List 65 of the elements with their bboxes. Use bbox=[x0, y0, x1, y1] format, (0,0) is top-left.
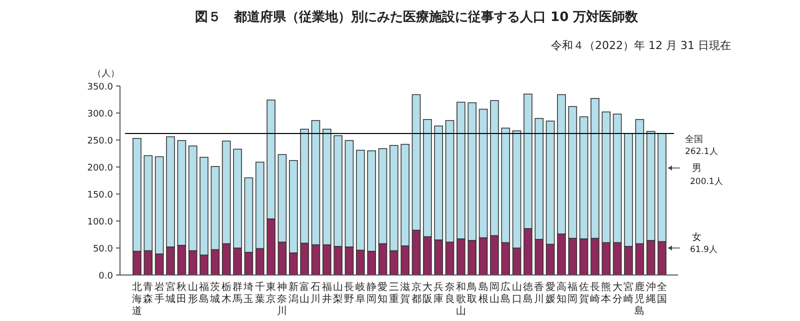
y-tick-label: 350.0 bbox=[87, 82, 114, 92]
y-tick-label: 0.0 bbox=[98, 272, 114, 282]
text: 200.1人 bbox=[690, 176, 724, 187]
x-tick-label: 埼玉 bbox=[242, 281, 254, 305]
x-tick-label: 滋賀 bbox=[400, 281, 410, 305]
text: 262.1人 bbox=[685, 146, 718, 157]
x-tick-label: 石川 bbox=[310, 282, 321, 305]
y-tick-label: 150.0 bbox=[87, 190, 114, 200]
x-tick-label: 岡山 bbox=[489, 282, 500, 305]
x-tick-label: 徳島 bbox=[522, 282, 533, 305]
y-tick-label: 300.0 bbox=[87, 110, 114, 120]
x-tick-label: 兵庫 bbox=[434, 281, 444, 305]
x-tick-label: 茨城 bbox=[209, 281, 220, 305]
x-tick-label: 奈良 bbox=[444, 282, 455, 305]
x-tick-label: 山梨 bbox=[333, 281, 344, 305]
y-tick-label: 250.0 bbox=[87, 136, 114, 146]
ref-line-label: 全国 bbox=[685, 134, 703, 145]
x-tick-label: 熊本 bbox=[601, 281, 612, 305]
x-tick-label: 三重 bbox=[388, 282, 399, 305]
y-tick-label: 100.0 bbox=[87, 218, 114, 228]
x-tick-label: 富山 bbox=[300, 281, 310, 305]
x-tick-label: 沖縄 bbox=[644, 281, 656, 305]
x-tick-label: 群馬 bbox=[232, 281, 243, 305]
x-tick-label: 大分 bbox=[612, 281, 622, 305]
x-tick-label: 北海道 bbox=[132, 281, 142, 317]
x-tick-label: 広島 bbox=[500, 281, 511, 305]
x-tick-label: 宮城 bbox=[164, 281, 176, 305]
text: 男 bbox=[692, 163, 702, 174]
y-axis-title: （人） bbox=[92, 68, 120, 79]
x-tick-label: 岩手 bbox=[154, 281, 164, 305]
x-tick-label: 栃木 bbox=[221, 281, 232, 305]
y-tick-label: 200.0 bbox=[87, 164, 114, 174]
x-tick-label: 京都 bbox=[411, 281, 422, 305]
x-tick-label: 長野 bbox=[344, 282, 354, 305]
x-tick-label: 静岡 bbox=[366, 281, 377, 305]
x-tick-label: 和歌山 bbox=[456, 281, 466, 317]
x-tick-label: 東京 bbox=[266, 281, 276, 305]
x-tick-label: 鹿児島 bbox=[634, 281, 645, 317]
x-tick-label: 高知 bbox=[556, 281, 566, 305]
x-tick-label: 愛媛 bbox=[545, 281, 556, 305]
x-tick-label: 島根 bbox=[478, 281, 488, 305]
x-tick-label: 鳥取 bbox=[466, 281, 478, 305]
x-tick-label: 佐賀 bbox=[578, 282, 589, 305]
chart-title: 図５ 都道府県（従業地）別にみた医療施設に従事する人口 10 万対医師数 bbox=[195, 9, 640, 25]
x-tick-label: 新潟 bbox=[288, 281, 298, 305]
y-tick-label: 50.0 bbox=[92, 244, 114, 254]
x-tick-label: 全国 bbox=[657, 281, 667, 305]
x-tick-label: 大阪 bbox=[422, 281, 432, 305]
x-tick-label: 秋田 bbox=[176, 281, 187, 305]
x-tick-label: 千葉 bbox=[254, 281, 265, 305]
x-tick-label: 福島 bbox=[199, 281, 210, 305]
x-tick-label: 山口 bbox=[512, 281, 522, 305]
x-tick-label: 福井 bbox=[322, 281, 332, 305]
x-tick-label: 岐阜 bbox=[355, 281, 366, 305]
x-tick-label: 神奈川 bbox=[277, 281, 288, 317]
x-tick-label: 福岡 bbox=[568, 281, 578, 305]
x-tick-label: 愛知 bbox=[378, 281, 388, 305]
x-tick-label: 長崎 bbox=[590, 282, 600, 305]
x-tick-label: 香川 bbox=[534, 281, 544, 305]
x-tick-label: 宮崎 bbox=[623, 281, 634, 305]
x-tick-label: 山形 bbox=[188, 281, 198, 305]
text: 女 bbox=[692, 231, 702, 243]
text: 61.9人 bbox=[690, 244, 718, 255]
x-tick-label: 青森 bbox=[143, 281, 154, 305]
chart-subtitle: 令和４（2022）年 12 月 31 日現在 bbox=[551, 39, 731, 52]
